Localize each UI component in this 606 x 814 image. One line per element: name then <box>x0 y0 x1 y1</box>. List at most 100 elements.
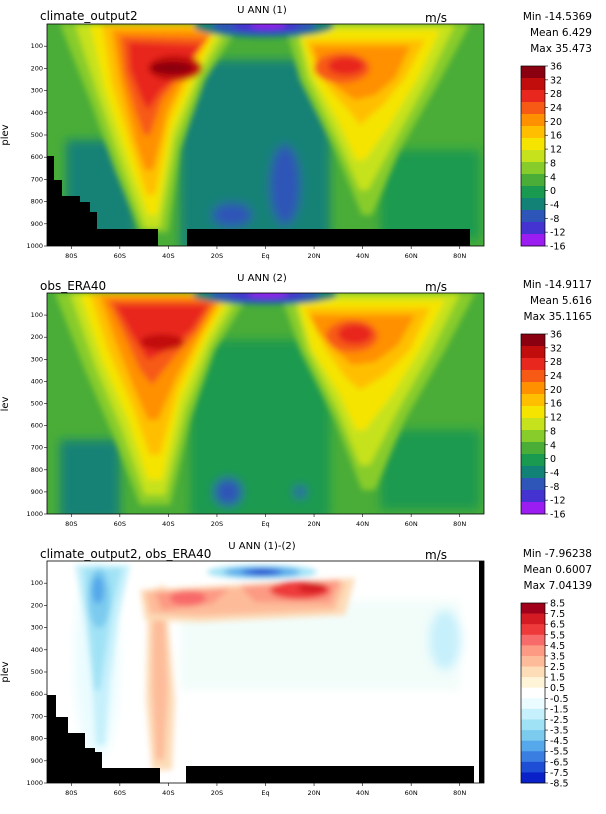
panel-3-center-title: U ANN (1)-(2) <box>228 541 296 552</box>
colorbar-label: -12 <box>550 496 566 507</box>
colorbar-label: 24 <box>550 371 562 382</box>
colorbar-swatch <box>521 78 545 91</box>
colorbar-label: 28 <box>550 357 562 368</box>
colorbar-swatch <box>521 406 545 419</box>
colorbar-swatch <box>521 382 545 395</box>
panel-1-ylabel: plev <box>0 124 11 145</box>
panel-3-mean: Mean 0.6007 <box>523 564 592 576</box>
colorbar-swatch <box>521 454 545 467</box>
colorbar-swatch <box>521 394 545 407</box>
colorbar-label: 20 <box>550 117 562 128</box>
y-tick-label: 1000 <box>26 510 43 518</box>
y-tick-label: 100 <box>31 579 43 587</box>
y-tick-label: 700 <box>31 444 43 452</box>
panel-2-ylabel: lev <box>0 396 11 411</box>
colorbar-swatch <box>521 698 545 710</box>
colorbar-swatch <box>521 677 545 689</box>
x-tick-label: 60N <box>405 520 418 528</box>
colorbar-label: 2.5 <box>550 662 565 673</box>
colorbar-swatch <box>521 126 545 139</box>
colorbar-swatch <box>521 603 545 614</box>
colorbar-swatch <box>521 334 545 347</box>
colorbar-label: 8.5 <box>550 599 565 610</box>
y-tick-label: 200 <box>31 64 43 72</box>
colorbar-label: 16 <box>550 399 562 410</box>
colorbar-label: -4 <box>550 200 559 211</box>
colorbar-label: 32 <box>550 343 562 354</box>
colorbar-label: 6.5 <box>550 620 565 631</box>
colorbar-label: 7.5 <box>550 609 565 620</box>
colorbar-label: -16 <box>550 242 566 253</box>
x-tick-label: Eq <box>261 789 269 797</box>
colorbar-label: 16 <box>550 131 562 142</box>
colorbar-swatch <box>521 370 545 383</box>
y-tick-label: 500 <box>31 668 43 676</box>
colorbar-swatch <box>521 234 545 247</box>
x-tick-label: Eq <box>261 520 269 528</box>
x-tick-label: 60S <box>114 520 126 528</box>
colorbar-swatch <box>521 346 545 359</box>
x-tick-label: 20S <box>211 520 223 528</box>
colorbar-swatch <box>521 478 545 491</box>
colorbar-swatch <box>521 418 545 431</box>
colorbar-swatch <box>521 751 545 763</box>
colorbar-label: 36 <box>550 62 562 73</box>
panel-2-mean: Mean 5.616 <box>530 295 592 307</box>
x-tick-label: 40S <box>162 252 174 260</box>
x-tick-label: Eq <box>261 252 269 260</box>
panel-2-min: Min -14.9117 <box>523 279 592 291</box>
panel-2-max: Max 35.1165 <box>524 311 592 323</box>
y-tick-label: 300 <box>31 355 43 363</box>
y-tick-label: 1000 <box>26 779 43 787</box>
colorbar-label: 4 <box>550 172 556 183</box>
colorbar-label: 12 <box>550 413 562 424</box>
x-tick-label: 80N <box>453 252 466 260</box>
colorbar-swatch <box>521 66 545 79</box>
colorbar-swatch <box>521 222 545 235</box>
colorbar-label: 4 <box>550 440 556 451</box>
x-tick-label: 20N <box>307 252 320 260</box>
x-tick-label: 60N <box>405 252 418 260</box>
colorbar-swatch <box>521 210 545 223</box>
panel-2-left-title: obs_ERA40 <box>40 279 106 293</box>
y-tick-label: 600 <box>31 422 43 430</box>
colorbar-swatch <box>521 655 545 667</box>
colorbar-label: 24 <box>550 103 562 114</box>
panel-3-axes: 80S 60S 40S 20S Eq 20N 40N 60N 80N 100 200 300 400 50… <box>26 579 466 797</box>
x-tick-label: 60S <box>114 789 126 797</box>
y-tick-label: 900 <box>31 220 43 228</box>
panel-2-center-title: U ANN (2) <box>237 273 287 284</box>
colorbar-frame <box>520 333 546 515</box>
y-tick-label: 700 <box>31 712 43 720</box>
panel-1-units: m/s <box>425 11 447 25</box>
colorbar-label: -4 <box>550 468 559 479</box>
panel-3-min: Min -7.96238 <box>523 548 592 560</box>
y-tick-label: 800 <box>31 735 43 743</box>
colorbar-label: -6.5 <box>550 757 569 768</box>
x-tick-label: 40S <box>162 789 174 797</box>
colorbar-swatch <box>521 466 545 479</box>
panel-1-field <box>47 24 484 246</box>
colorbar-label: -1.5 <box>550 704 569 715</box>
colorbar-label: -7.5 <box>550 768 569 779</box>
panel-2-axes: 80S 60S 40S 20S Eq 20N 40N 60N 80N 100 200 300 400 50… <box>26 311 466 528</box>
colorbar-label: 20 <box>550 385 562 396</box>
x-tick-label: 40N <box>356 520 369 528</box>
colorbar-label: -8 <box>550 482 559 493</box>
y-tick-label: 900 <box>31 488 43 496</box>
panel-3-colorbar: 8.57.56.55.54.53.52.51.50.5-0.5-1.5-2.5-… <box>520 599 569 790</box>
colorbar-swatch <box>521 502 545 515</box>
colorbar-swatch <box>521 613 545 625</box>
y-tick-label: 400 <box>31 109 43 117</box>
panel-2-colorbar: 36 32 28 24 20 16 12 8 4 0 -4 -8 -12 -16 <box>520 330 566 521</box>
x-tick-label: 40N <box>356 252 369 260</box>
y-tick-label: 200 <box>31 333 43 341</box>
panel-1-center-title: U ANN (1) <box>237 5 287 16</box>
colorbar-frame <box>520 65 546 247</box>
colorbar-label: 0 <box>550 186 556 197</box>
colorbar-label: -4.5 <box>550 736 569 747</box>
colorbar-swatch <box>521 198 545 211</box>
colorbar-label: 3.5 <box>550 651 565 662</box>
colorbar-swatch <box>521 772 545 784</box>
